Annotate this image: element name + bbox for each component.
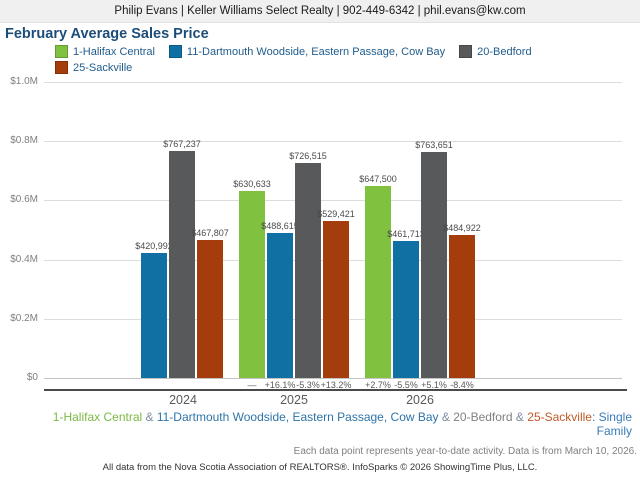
- bar-value-label: $647,500: [359, 174, 397, 185]
- region-caption: 1-Halifax Central & 11-Dartmouth Woodsid…: [40, 410, 632, 438]
- y-axis-tick-label: $0: [26, 372, 38, 383]
- legend-label: 20-Bedford: [477, 45, 532, 58]
- region-caption-segment: 20-Bedford: [453, 410, 513, 424]
- legend: 1-Halifax Central 11-Dartmouth Woodside, …: [55, 45, 532, 77]
- legend-item-halifax-central: 1-Halifax Central: [55, 45, 155, 58]
- legend-label: 11-Dartmouth Woodside, Eastern Passage, …: [186, 45, 446, 58]
- bar-value-label: $529,421: [317, 209, 355, 220]
- attribution-note: All data from the Nova Scotia Associatio…: [102, 462, 538, 473]
- yoy-change-label: +13.2%: [320, 380, 352, 390]
- chart-title: February Average Sales Price: [5, 26, 209, 42]
- legend-label: 25-Sackville: [73, 61, 133, 74]
- bar-2026-dartmouth-woodside-eastern-passage-cow-bay: [393, 241, 419, 378]
- yoy-change-label: +2.7%: [365, 380, 391, 390]
- bar-value-label: $767,237: [163, 138, 201, 149]
- y-axis-tick-label: $0.8M: [10, 135, 38, 147]
- region-caption-segment: : Single Family: [591, 410, 632, 438]
- gridline: [44, 82, 622, 83]
- agent-info-bar: Philip Evans | Keller Williams Select Re…: [0, 0, 640, 23]
- bar-value-label: $726,515: [289, 151, 327, 161]
- yoy-change-label: +16.1%: [264, 380, 296, 390]
- bar-2025-sackville: [323, 221, 349, 378]
- bar-2026-sackville: [449, 234, 475, 378]
- bar-2024-bedford: [169, 150, 195, 378]
- data-note: Each data point represents year-to-date …: [293, 446, 637, 457]
- x-axis-year-label: 2026: [406, 393, 434, 407]
- yoy-change-label: -8.4%: [450, 380, 474, 390]
- agent-info-text: Philip Evans | Keller Williams Select Re…: [114, 5, 526, 17]
- region-caption-segment: 1-Halifax Central: [52, 410, 143, 424]
- x-axis-rule: [44, 389, 627, 391]
- legend-swatch-halifax-central: [55, 45, 68, 58]
- bar-value-label: $484,922: [443, 222, 481, 233]
- x-axis-year-label: 2025: [280, 393, 308, 407]
- bar-value-label: $461,713: [387, 229, 425, 240]
- legend-label: 1-Halifax Central: [73, 45, 155, 58]
- legend-swatch-dartmouth-woodside-eastern-passage-cow-bay: [168, 45, 182, 58]
- bar-2024-sackville: [197, 239, 223, 378]
- bar-value-label: $467,807: [191, 227, 229, 238]
- x-axis-year-label: 2024: [169, 393, 197, 407]
- y-axis-tick-label: $0.6M: [10, 194, 38, 206]
- bar-2025-bedford: [295, 163, 321, 378]
- bar-2026-bedford: [421, 152, 447, 378]
- region-caption-segment: &: [512, 410, 528, 424]
- yoy-change-label: -5.3%: [296, 380, 320, 390]
- legend-swatch-sackville: [55, 61, 68, 74]
- region-caption-segment: &: [142, 410, 157, 424]
- gridline: [44, 141, 622, 143]
- region-caption-segment: &: [438, 410, 454, 424]
- legend-swatch-bedford: [459, 45, 473, 58]
- yoy-change-label: -5.5%: [394, 380, 418, 390]
- y-axis-tick-label: $0.4M: [10, 253, 38, 265]
- bar-value-label: $420,992: [135, 241, 173, 252]
- legend-item-bedford: 20-Bedford: [459, 45, 532, 58]
- bar-2026-halifax-central: [365, 186, 391, 378]
- bar-2024-dartmouth-woodside-eastern-passage-cow-bay: [141, 253, 167, 378]
- y-axis-tick-label: $1.0M: [10, 76, 38, 87]
- gridline: [44, 378, 622, 379]
- y-axis-tick-label: $0.2M: [10, 312, 38, 324]
- bar-2025-halifax-central: [239, 191, 265, 378]
- bar-value-label: $488,615: [261, 221, 299, 232]
- region-caption-segment: 25-Sackville: [527, 410, 592, 424]
- yoy-change-label: +5.1%: [421, 380, 447, 390]
- bar-value-label: $763,651: [415, 140, 453, 150]
- legend-item-sackville: 25-Sackville: [55, 61, 132, 74]
- legend-item-dartmouth-woodside-eastern-passage-cow-bay: 11-Dartmouth Woodside, Eastern Passage, …: [168, 45, 446, 58]
- region-caption-segment: 11-Dartmouth Woodside, Eastern Passage, …: [156, 410, 439, 424]
- bar-value-label: $630,633: [233, 179, 271, 190]
- legend-row: 25-Sackville: [55, 61, 532, 74]
- bar-2025-dartmouth-woodside-eastern-passage-cow-bay: [267, 233, 293, 378]
- yoy-change-label: —: [247, 380, 257, 390]
- legend-row: 1-Halifax Central 11-Dartmouth Woodside, …: [55, 45, 532, 58]
- gridline: [44, 200, 622, 202]
